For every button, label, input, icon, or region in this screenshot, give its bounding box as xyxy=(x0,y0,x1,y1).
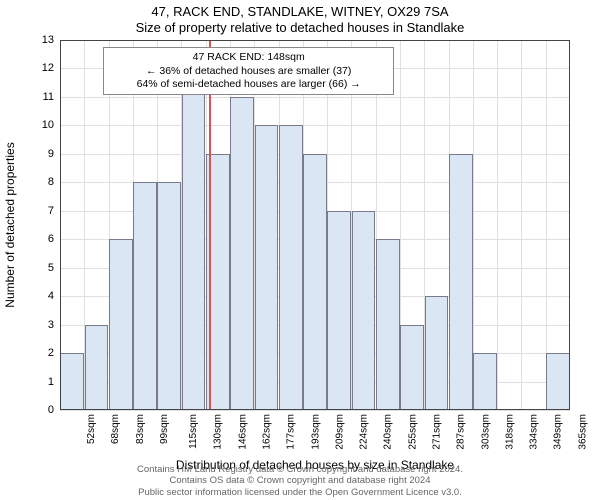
y-tick-label: 3 xyxy=(24,319,54,331)
y-tick-label: 13 xyxy=(24,34,54,46)
histogram-bar xyxy=(546,353,570,410)
x-tick-label: 209sqm xyxy=(334,414,345,450)
footer-attribution: Contains HM Land Registry data © Crown c… xyxy=(0,464,600,498)
histogram-bar xyxy=(230,97,254,410)
histogram-bar xyxy=(473,353,497,410)
histogram-bar xyxy=(182,68,206,410)
x-tick-label: 303sqm xyxy=(480,414,491,450)
y-tick-label: 9 xyxy=(24,148,54,160)
y-tick-label: 6 xyxy=(24,233,54,245)
x-tick-label: 52sqm xyxy=(86,414,97,444)
chart-plot-area: 01234567891011121352sqm68sqm83sqm99sqm11… xyxy=(60,40,570,410)
histogram-bar xyxy=(60,353,84,410)
x-tick-label: 83sqm xyxy=(135,414,146,444)
histogram-bar xyxy=(279,125,303,410)
annotation-line-1: 47 RACK END: 148sqm xyxy=(108,51,389,64)
histogram-bar xyxy=(109,239,133,410)
marker-line xyxy=(209,40,211,410)
histogram-bar xyxy=(352,211,376,410)
x-tick-label: 146sqm xyxy=(237,414,248,450)
gridline-v xyxy=(521,40,522,410)
footer-line-3: Public sector information licensed under… xyxy=(0,487,600,498)
y-tick-label: 8 xyxy=(24,176,54,188)
y-tick-label: 10 xyxy=(24,119,54,131)
histogram-bar xyxy=(376,239,400,410)
y-tick-label: 2 xyxy=(24,347,54,359)
x-tick-label: 177sqm xyxy=(286,414,297,450)
y-tick-label: 0 xyxy=(24,404,54,416)
x-tick-label: 99sqm xyxy=(159,414,170,444)
x-tick-label: 287sqm xyxy=(456,414,467,450)
histogram-bar xyxy=(425,296,449,410)
x-tick-label: 240sqm xyxy=(383,414,394,450)
histogram-bar xyxy=(157,182,181,410)
x-tick-label: 224sqm xyxy=(359,414,370,450)
gridline-h xyxy=(60,125,570,126)
annotation-box: 47 RACK END: 148sqm ← 36% of detached ho… xyxy=(103,47,394,94)
gridline-h xyxy=(60,410,570,411)
histogram-bar xyxy=(449,154,473,410)
x-tick-label: 271sqm xyxy=(432,414,443,450)
y-tick-label: 5 xyxy=(24,262,54,274)
page-subtitle: Size of property relative to detached ho… xyxy=(0,20,600,35)
y-tick-label: 11 xyxy=(24,91,54,103)
footer-line-1: Contains HM Land Registry data © Crown c… xyxy=(0,464,600,475)
x-tick-label: 255sqm xyxy=(407,414,418,450)
histogram-bar xyxy=(85,325,109,410)
histogram-bar xyxy=(255,125,279,410)
gridline-h xyxy=(60,97,570,98)
page-title: 47, RACK END, STANDLAKE, WITNEY, OX29 7S… xyxy=(0,4,600,19)
footer-line-2: Contains OS data © Crown copyright and d… xyxy=(0,475,600,486)
histogram-bar xyxy=(303,154,327,410)
x-tick-label: 334sqm xyxy=(529,414,540,450)
x-tick-label: 115sqm xyxy=(188,414,199,449)
x-tick-label: 130sqm xyxy=(213,414,224,450)
histogram-bar xyxy=(133,182,157,410)
histogram-bar xyxy=(400,325,424,410)
x-tick-label: 349sqm xyxy=(553,414,564,450)
y-tick-label: 4 xyxy=(24,290,54,302)
annotation-line-2: ← 36% of detached houses are smaller (37… xyxy=(108,65,389,78)
annotation-line-3: 64% of semi-detached houses are larger (… xyxy=(108,78,389,91)
x-tick-label: 68sqm xyxy=(110,414,121,444)
x-tick-label: 365sqm xyxy=(577,414,588,450)
x-tick-label: 318sqm xyxy=(504,414,515,450)
y-tick-label: 7 xyxy=(24,205,54,217)
histogram-bar xyxy=(327,211,351,410)
y-tick-label: 12 xyxy=(24,62,54,74)
gridline-h xyxy=(60,40,570,41)
gridline-v xyxy=(497,40,498,410)
y-tick-label: 1 xyxy=(24,376,54,388)
y-axis-label: Number of detached properties xyxy=(3,142,17,307)
x-tick-label: 193sqm xyxy=(310,414,321,450)
x-tick-label: 162sqm xyxy=(262,414,273,450)
